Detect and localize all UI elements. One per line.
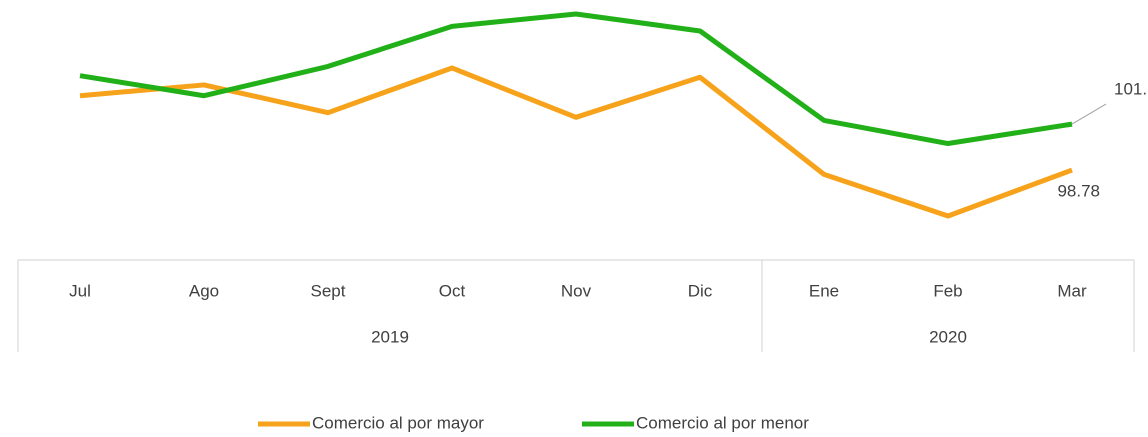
series-line xyxy=(79,65,1073,219)
data-label: 101.76 xyxy=(1114,80,1148,99)
x-tick-label: Ene xyxy=(809,281,839,300)
x-tick-label: Feb xyxy=(933,281,962,300)
data-label: 98.78 xyxy=(1057,182,1100,201)
year-label: 2020 xyxy=(929,327,967,346)
legend-label: Comercio al por menor xyxy=(636,413,809,432)
x-tick-label: Dic xyxy=(688,281,713,300)
x-tick-label: Mar xyxy=(1057,281,1087,300)
x-tick-label: Jul xyxy=(69,281,91,300)
x-tick-label: Sept xyxy=(311,281,346,300)
series-line xyxy=(79,11,1073,147)
leader-line xyxy=(1071,103,1107,125)
legend-label: Comercio al por mayor xyxy=(312,413,484,432)
x-tick-label: Nov xyxy=(561,281,592,300)
year-label: 2019 xyxy=(371,327,409,346)
x-tick-label: Oct xyxy=(439,281,466,300)
x-tick-label: Ago xyxy=(189,281,219,300)
